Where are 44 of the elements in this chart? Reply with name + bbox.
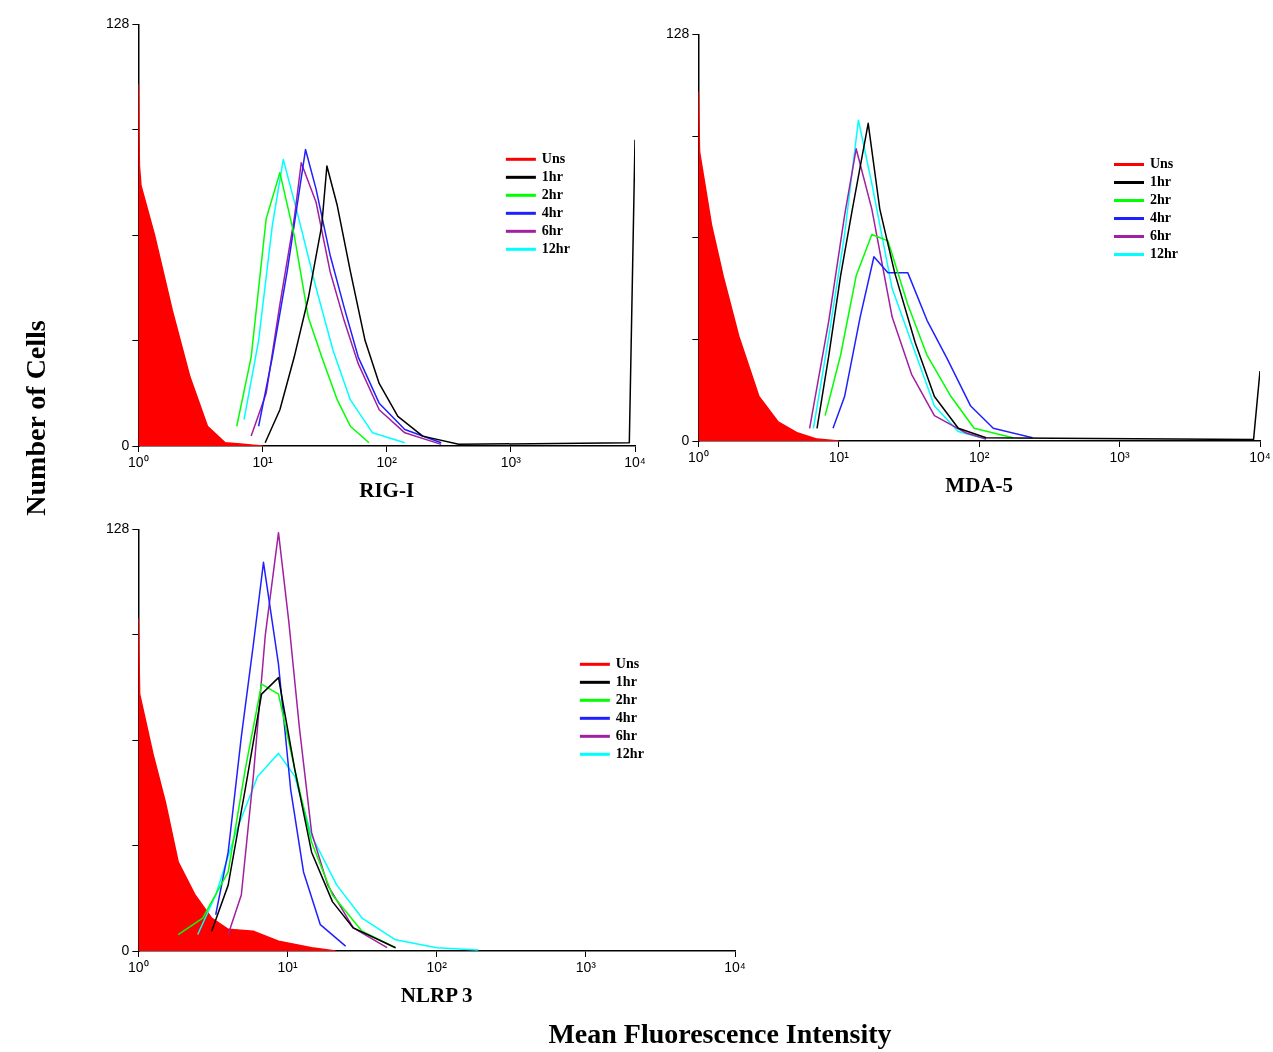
y-tick-label: 128 (666, 25, 690, 42)
legend-label: 2hr (541, 186, 563, 202)
x-tick-label: 10¹ (828, 449, 850, 466)
legend-label: 1hr (615, 673, 637, 689)
x-tick-label: 10⁴ (1249, 449, 1271, 466)
x-tick-label: 10³ (575, 959, 597, 976)
y-tick-label: 0 (121, 941, 130, 958)
legend-label: 12hr (1149, 246, 1178, 262)
legend-label: 4hr (615, 709, 637, 725)
legend-label: 1hr (1149, 174, 1171, 190)
y-tick-label: 128 (106, 15, 130, 32)
x-tick-label: 10⁰ (688, 449, 709, 466)
legend-label: Uns (615, 655, 640, 671)
legend-label: 2hr (615, 691, 637, 707)
y-tick-label: 128 (106, 520, 130, 537)
x-axis-title: MDA-5 (945, 472, 1014, 497)
x-tick-label: 10⁰ (128, 454, 149, 471)
legend-label: 2hr (1149, 192, 1171, 208)
x-tick-label: 10³ (500, 454, 522, 471)
text: Mean Fluorescence Intensity (548, 1018, 892, 1050)
legend-label: 1hr (541, 168, 563, 184)
legend-label: 4hr (1149, 210, 1171, 226)
x-tick-label: 10² (376, 454, 398, 471)
legend-label: Uns (541, 150, 566, 166)
x-tick-label: 10³ (1109, 449, 1131, 466)
x-axis-title: RIG-I (359, 477, 415, 502)
legend-label: 4hr (541, 204, 563, 220)
x-tick-label: 10⁰ (128, 959, 149, 976)
legend-label: 6hr (615, 727, 637, 743)
legend-label: 6hr (541, 222, 563, 238)
legend-label: 6hr (1149, 228, 1171, 244)
x-tick-label: 10² (426, 959, 448, 976)
x-axis-title: NLRP 3 (400, 982, 473, 1007)
legend-label: 12hr (541, 240, 570, 256)
y-tick-label: 0 (121, 436, 130, 453)
y-tick-label: 0 (681, 431, 690, 448)
x-tick-label: 10⁴ (624, 454, 646, 471)
legend-label: Uns (1149, 156, 1174, 172)
y-axis-title: Number of Cells (20, 320, 52, 516)
x-tick-label: 10¹ (277, 959, 298, 976)
x-tick-label: 10¹ (252, 454, 273, 471)
legend-label: 12hr (615, 745, 644, 761)
x-tick-label: 10² (969, 449, 990, 466)
x-tick-label: 10⁴ (724, 959, 746, 976)
